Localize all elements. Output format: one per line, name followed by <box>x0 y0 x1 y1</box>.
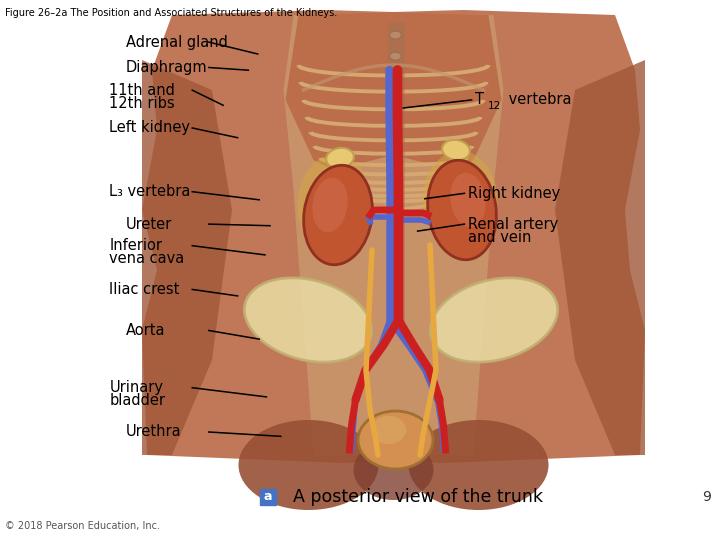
Polygon shape <box>142 60 232 455</box>
Text: Iliac crest: Iliac crest <box>109 282 180 297</box>
Ellipse shape <box>431 278 557 362</box>
Text: Right kidney: Right kidney <box>468 186 560 201</box>
Text: Inferior: Inferior <box>109 238 163 253</box>
Ellipse shape <box>390 158 402 166</box>
Ellipse shape <box>326 148 354 168</box>
Text: 12: 12 <box>488 102 501 111</box>
Ellipse shape <box>423 151 498 249</box>
Text: Left kidney: Left kidney <box>109 120 190 136</box>
Text: 12th ribs: 12th ribs <box>109 96 175 111</box>
Text: Diaphragm: Diaphragm <box>126 60 207 75</box>
Polygon shape <box>142 10 645 463</box>
Ellipse shape <box>304 165 372 265</box>
Text: L₃ vertebra: L₃ vertebra <box>109 184 191 199</box>
Text: Urethra: Urethra <box>126 424 181 440</box>
Ellipse shape <box>390 242 402 251</box>
Text: vena cava: vena cava <box>109 251 185 266</box>
Ellipse shape <box>244 278 372 362</box>
Ellipse shape <box>354 440 433 500</box>
Text: and vein: and vein <box>468 230 531 245</box>
Ellipse shape <box>238 420 379 510</box>
Text: © 2018 Pearson Education, Inc.: © 2018 Pearson Education, Inc. <box>5 522 160 531</box>
Text: 11th and: 11th and <box>109 83 175 98</box>
Polygon shape <box>284 12 503 455</box>
Text: Adrenal gland: Adrenal gland <box>126 35 228 50</box>
Text: bladder: bladder <box>109 393 166 408</box>
Text: A posterior view of the trunk: A posterior view of the trunk <box>282 488 543 506</box>
FancyBboxPatch shape <box>260 489 276 505</box>
Ellipse shape <box>450 173 486 227</box>
Text: Aorta: Aorta <box>126 323 166 338</box>
Ellipse shape <box>371 416 406 444</box>
Ellipse shape <box>390 52 402 60</box>
Ellipse shape <box>390 306 402 314</box>
Ellipse shape <box>390 137 402 145</box>
Ellipse shape <box>390 73 402 82</box>
Ellipse shape <box>390 116 402 124</box>
Ellipse shape <box>297 155 372 255</box>
Ellipse shape <box>442 140 470 160</box>
Ellipse shape <box>390 221 402 229</box>
Ellipse shape <box>390 264 402 272</box>
Ellipse shape <box>428 160 496 260</box>
Ellipse shape <box>312 178 348 232</box>
Text: Figure 26–2a The Position and Associated Structures of the Kidneys.: Figure 26–2a The Position and Associated… <box>5 8 337 18</box>
Text: Ureter: Ureter <box>126 217 172 232</box>
Ellipse shape <box>390 285 402 293</box>
Ellipse shape <box>390 31 402 39</box>
Text: Urinary: Urinary <box>109 380 163 395</box>
Ellipse shape <box>390 94 402 103</box>
Ellipse shape <box>358 411 433 469</box>
Polygon shape <box>555 60 645 455</box>
Text: vertebra: vertebra <box>504 92 572 107</box>
Ellipse shape <box>408 420 549 510</box>
Text: a: a <box>264 490 272 503</box>
Ellipse shape <box>390 179 402 187</box>
Text: T: T <box>475 92 485 107</box>
Text: 9: 9 <box>703 490 711 504</box>
Polygon shape <box>286 12 502 170</box>
Ellipse shape <box>390 200 402 208</box>
Text: Renal artery: Renal artery <box>468 217 558 232</box>
